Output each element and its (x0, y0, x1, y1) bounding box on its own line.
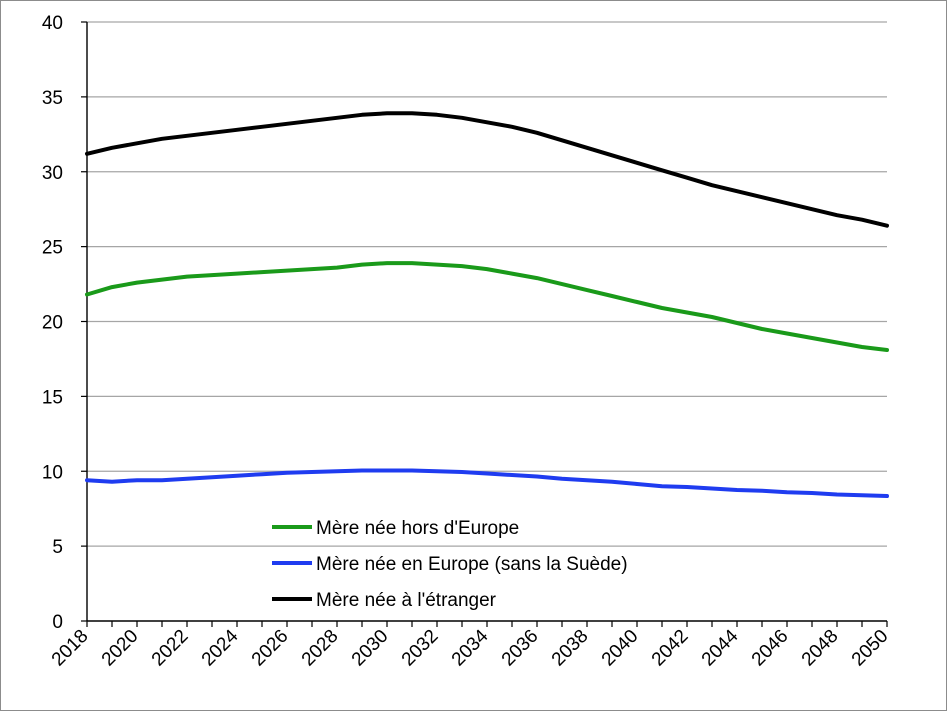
y-tick-label-10: 10 (42, 462, 63, 483)
legend-label-2: Mère née à l'étranger (316, 590, 497, 611)
y-tick-labels: 0 5 10 15 20 25 30 35 40 (42, 13, 63, 633)
x-tick-label-2030: 2030 (348, 626, 393, 671)
x-tick-label-2022: 2022 (148, 626, 193, 671)
x-tick-label-2038: 2038 (548, 626, 593, 671)
y-tick-label-5: 5 (52, 537, 63, 558)
y-tick-label-15: 15 (42, 387, 63, 408)
legend-label-0: Mère née hors d'Europe (316, 518, 519, 539)
y-tick-label-40: 40 (42, 13, 63, 34)
x-tick-label-2046: 2046 (748, 626, 793, 671)
x-tick-label-2034: 2034 (448, 625, 493, 670)
axes (81, 21, 888, 627)
x-tick-label-2024: 2024 (198, 625, 243, 670)
x-tick-label-2048: 2048 (798, 626, 843, 671)
y-tick-label-35: 35 (42, 88, 63, 109)
y-tick-label-20: 20 (42, 313, 63, 334)
x-tick-labels: 2018 2020 2022 2024 2026 2028 2030 2032 2034 2036… (48, 625, 893, 670)
x-tick-label-2036: 2036 (498, 626, 543, 671)
x-tick-label-2050: 2050 (848, 626, 893, 671)
series-lines (85, 111, 889, 498)
legend-label-1: Mère née en Europe (sans la Suède) (316, 554, 628, 575)
y-tick-label-25: 25 (42, 238, 63, 259)
y-tick-label-30: 30 (42, 163, 63, 184)
x-tick-label-2026: 2026 (248, 626, 293, 671)
x-tick-label-2032: 2032 (398, 626, 443, 671)
series-line-0 (85, 261, 889, 352)
x-tick-label-2020: 2020 (98, 626, 143, 671)
x-tick-label-2044: 2044 (698, 625, 743, 670)
x-tick-label-2040: 2040 (598, 626, 643, 671)
x-tick-label-2028: 2028 (298, 626, 343, 671)
series-line-2 (85, 111, 889, 228)
x-tick-label-2042: 2042 (648, 626, 693, 671)
series-line-1 (85, 468, 889, 498)
legend: Mère née hors d'Europe Mère née en Europe… (272, 518, 628, 611)
gridlines (87, 21, 887, 547)
y-tick-label-0: 0 (52, 612, 63, 633)
